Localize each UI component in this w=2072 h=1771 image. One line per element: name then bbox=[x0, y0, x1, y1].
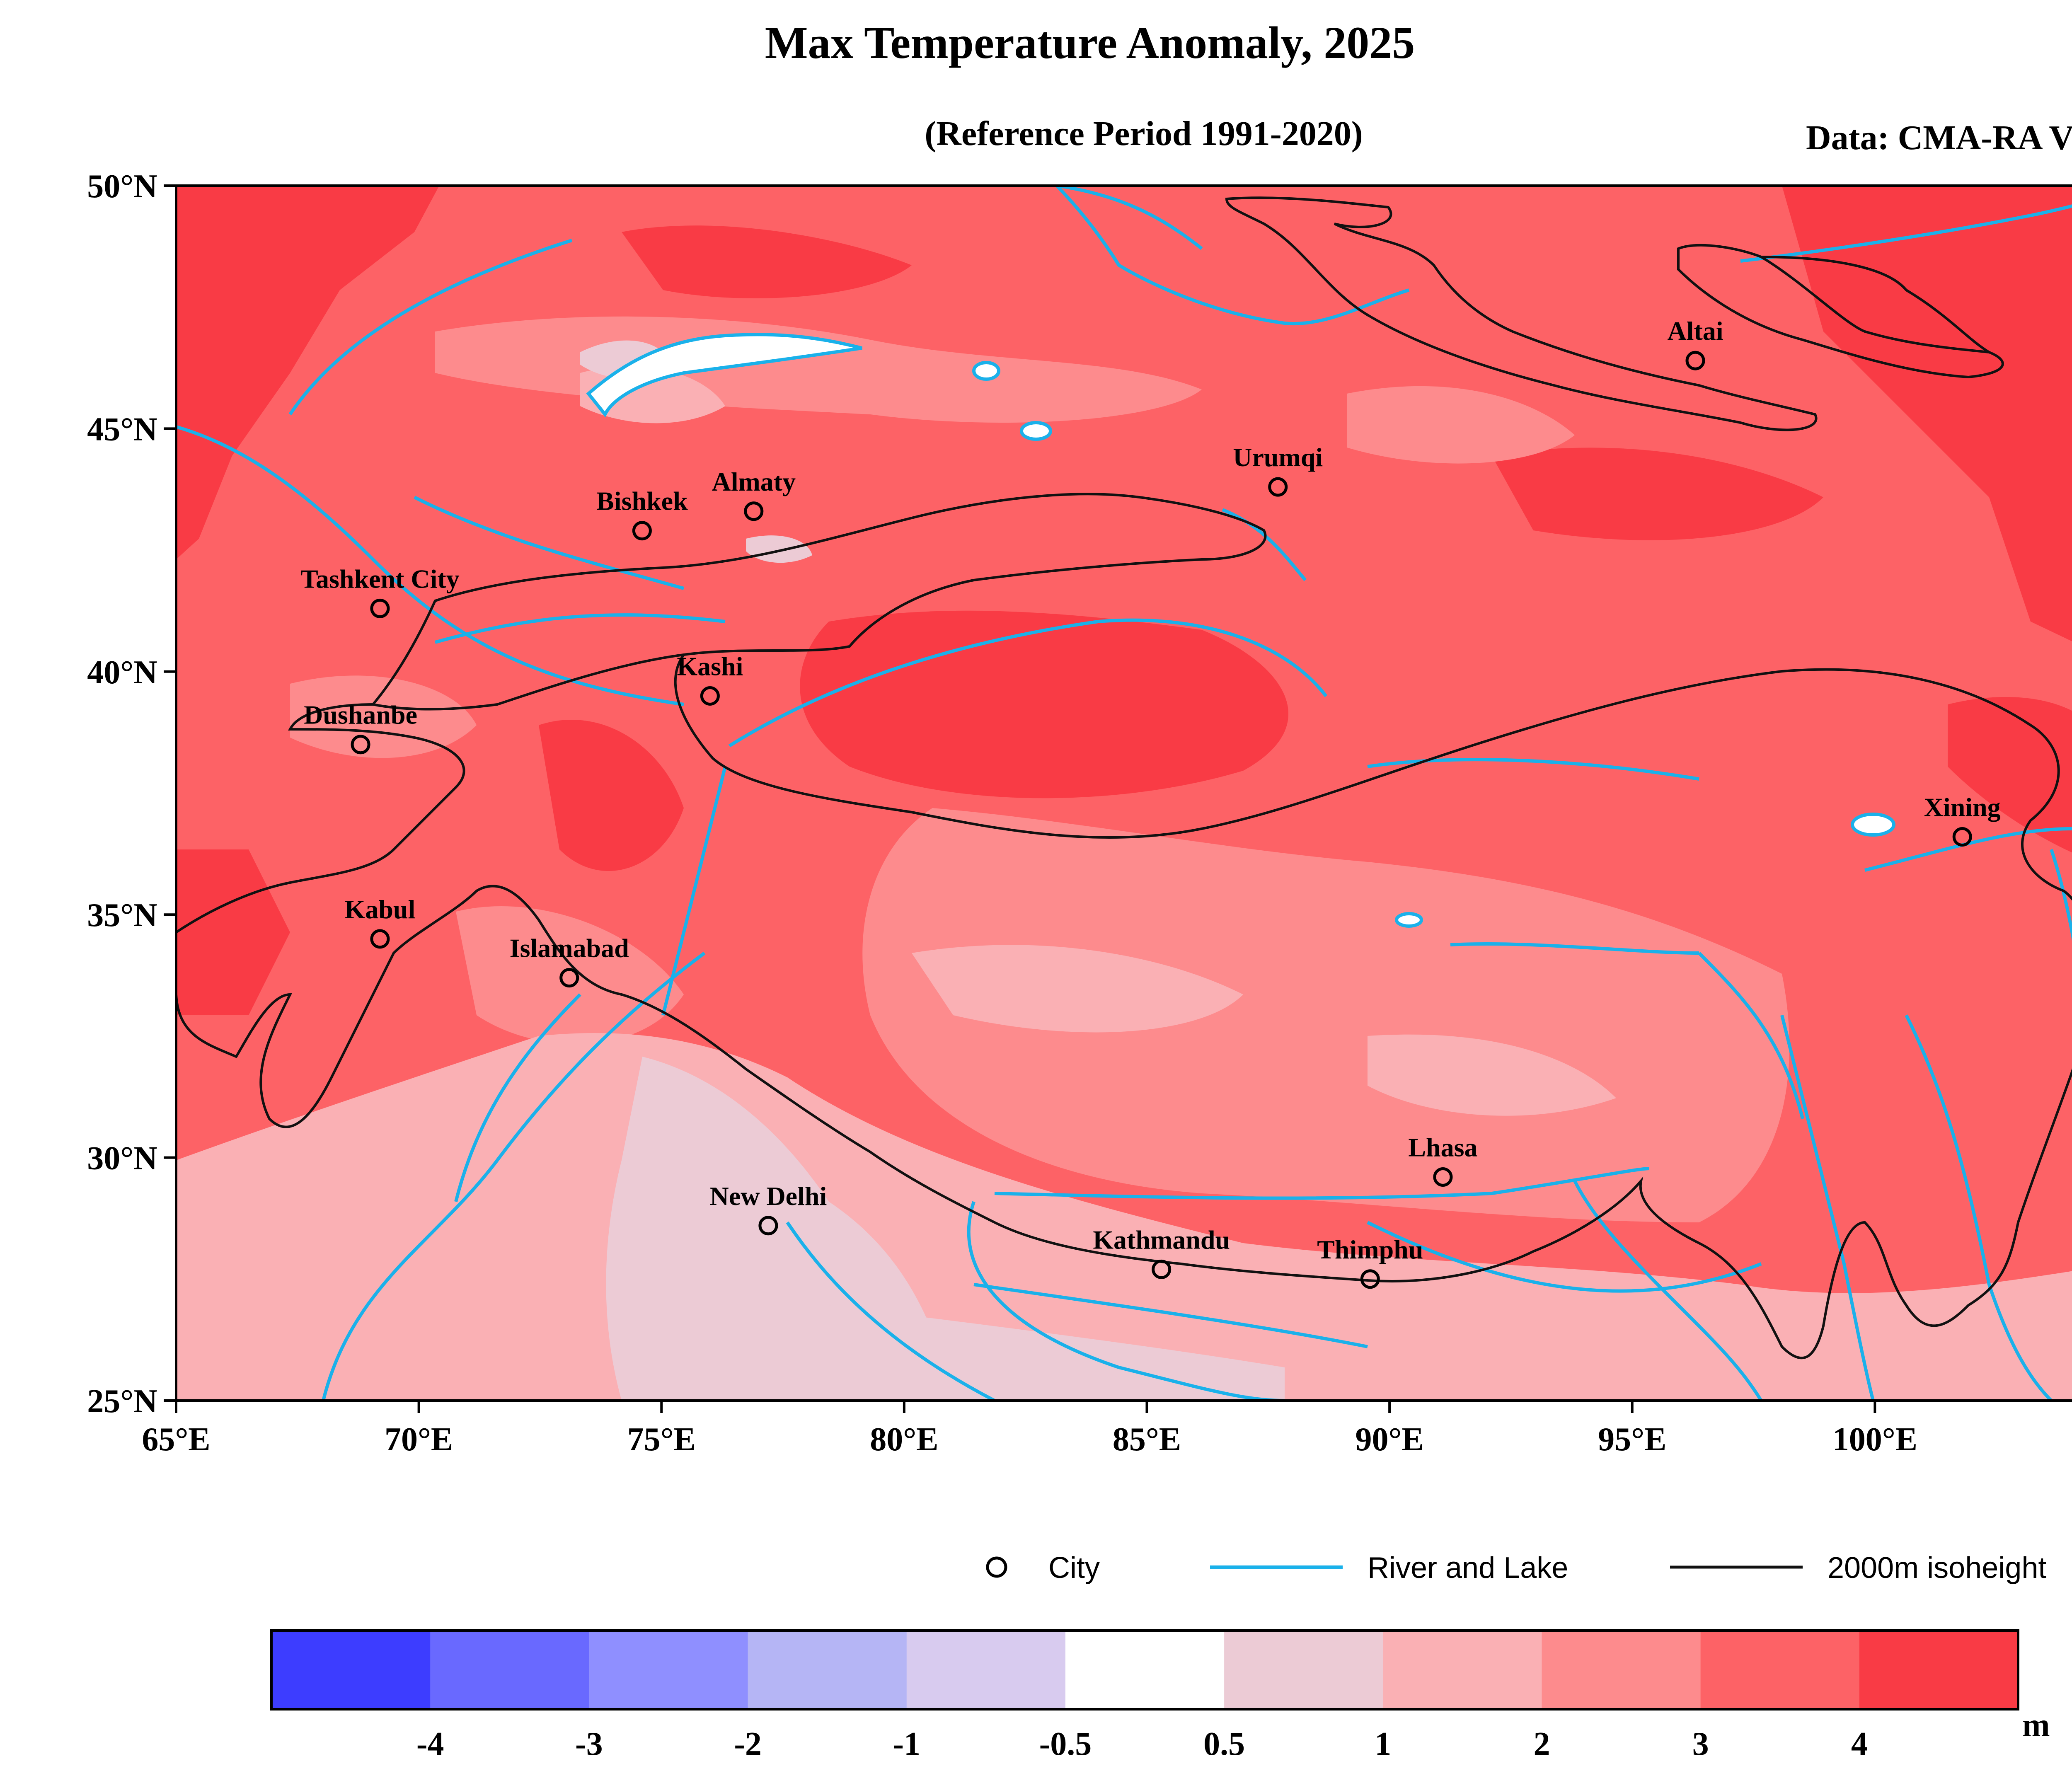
city-label: Kashi bbox=[677, 651, 743, 681]
map-axes: 65°E70°E75°E80°E85°E90°E95°E100°E105°E50… bbox=[87, 168, 1917, 1458]
colorbar-swatch bbox=[1383, 1631, 1542, 1709]
colorbar-tick-label: -1 bbox=[893, 1726, 920, 1762]
colorbar-swatch bbox=[1542, 1631, 1701, 1709]
city-label: Tashkent City bbox=[300, 564, 460, 593]
lon-tick-label: 100°E bbox=[1832, 1421, 1917, 1458]
city-marker bbox=[1268, 477, 1288, 497]
colorbar-tick-label: -0.5 bbox=[1039, 1726, 1092, 1762]
city-marker bbox=[744, 501, 764, 521]
map-title: Max Temperature Anomaly, 2025 bbox=[765, 17, 1415, 68]
city-label: Islamabad bbox=[510, 934, 629, 963]
city-marker bbox=[559, 968, 579, 988]
colorbar-tick-label: -2 bbox=[734, 1726, 762, 1762]
city-label: New Delhi bbox=[710, 1181, 827, 1211]
legend-city-symbol bbox=[986, 1556, 1007, 1578]
colorbar: -4 -3 -2 -1 -0.5 0.5 1 2 3 4 bbox=[270, 1629, 2019, 1762]
city-label: Thimphu bbox=[1317, 1235, 1423, 1264]
city-marker bbox=[1360, 1269, 1380, 1289]
colorbar-tick-label: -4 bbox=[416, 1726, 444, 1762]
colorbar-swatch bbox=[1859, 1631, 2019, 1709]
city-marker bbox=[1152, 1259, 1172, 1279]
city-label: Kabul bbox=[345, 895, 416, 924]
city-marker bbox=[1952, 827, 1972, 847]
colorbar-swatch bbox=[1224, 1631, 1384, 1709]
legend-city-label: City bbox=[1048, 1551, 1100, 1585]
city-label: Xining bbox=[1924, 793, 2001, 822]
colorbar-tick-label: 1 bbox=[1375, 1726, 1391, 1762]
city-label: Kathmandu bbox=[1093, 1225, 1230, 1254]
city-label: Dushanbe bbox=[304, 700, 417, 730]
isoheight-2000m bbox=[176, 196, 2072, 1360]
lakes bbox=[586, 333, 1895, 928]
lat-tick-label: 30°N bbox=[87, 1140, 157, 1177]
colorbar-tick-label: 0.5 bbox=[1203, 1726, 1245, 1762]
city-label: Altai bbox=[1667, 316, 1723, 346]
city-marker bbox=[1433, 1167, 1453, 1187]
legend-isoheight-label: 2000m isoheight bbox=[1828, 1551, 2046, 1585]
lon-tick-label: 70°E bbox=[385, 1421, 453, 1458]
colorbar-swatch bbox=[748, 1631, 907, 1709]
colorbar-tick-label: 4 bbox=[1851, 1726, 1868, 1762]
colorbar-swatch bbox=[1065, 1631, 1225, 1709]
colorbar-swatch bbox=[430, 1631, 590, 1709]
colorbar-frame bbox=[270, 1629, 2019, 1711]
lon-tick-label: 95°E bbox=[1598, 1421, 1666, 1458]
city-marker bbox=[700, 686, 720, 706]
data-source: Data: CMA-RA V1.5 bbox=[1806, 119, 2072, 157]
lat-tick-label: 40°N bbox=[87, 654, 157, 691]
lat-tick-label: 50°N bbox=[87, 168, 157, 205]
lon-tick-label: 80°E bbox=[870, 1421, 938, 1458]
rivers-and-lakes bbox=[176, 186, 2072, 1401]
city-marker bbox=[758, 1216, 778, 1236]
colorbar-swatch bbox=[906, 1631, 1066, 1709]
city-label: Bishkek bbox=[596, 486, 688, 516]
city-label: Lhasa bbox=[1408, 1133, 1477, 1162]
colorbar-swatch bbox=[271, 1631, 431, 1709]
city-marker bbox=[370, 598, 390, 618]
lat-tick-label: 25°N bbox=[87, 1383, 157, 1420]
city-label: Almaty bbox=[712, 467, 796, 496]
colorbar-swatch bbox=[589, 1631, 748, 1709]
colorbar-tick-label: 3 bbox=[1692, 1726, 1709, 1762]
lat-tick-label: 45°N bbox=[87, 411, 157, 448]
city-marker bbox=[632, 521, 652, 541]
lon-tick-label: 85°E bbox=[1113, 1421, 1181, 1458]
lat-tick-label: 35°N bbox=[87, 897, 157, 934]
lon-tick-label: 75°E bbox=[627, 1421, 696, 1458]
city-marker bbox=[1685, 351, 1705, 370]
lon-tick-label: 65°E bbox=[142, 1421, 210, 1458]
colorbar-tick-label: 2 bbox=[1533, 1726, 1550, 1762]
city-marker bbox=[351, 735, 370, 755]
city-label: Urumqi bbox=[1233, 443, 1323, 472]
colorbar-tick-label: -3 bbox=[575, 1726, 603, 1762]
map-subtitle: (Reference Period 1991-2020) bbox=[925, 114, 1363, 153]
map-panel: Altai Urumqi Almaty Bishkek Tashkent City Kas… bbox=[176, 186, 2072, 1401]
colorbar-unit: m bbox=[2022, 1707, 2050, 1744]
legend-river-label: River and Lake bbox=[1368, 1551, 1568, 1585]
city-marker bbox=[370, 929, 390, 949]
lon-tick-label: 90°E bbox=[1355, 1421, 1423, 1458]
map-legend: City River and Lake 2000m isoheight bbox=[986, 1551, 2046, 1585]
city-markers: Altai Urumqi Almaty Bishkek Tashkent City Kas… bbox=[300, 316, 2001, 1289]
colorbar-swatch bbox=[1700, 1631, 1860, 1709]
